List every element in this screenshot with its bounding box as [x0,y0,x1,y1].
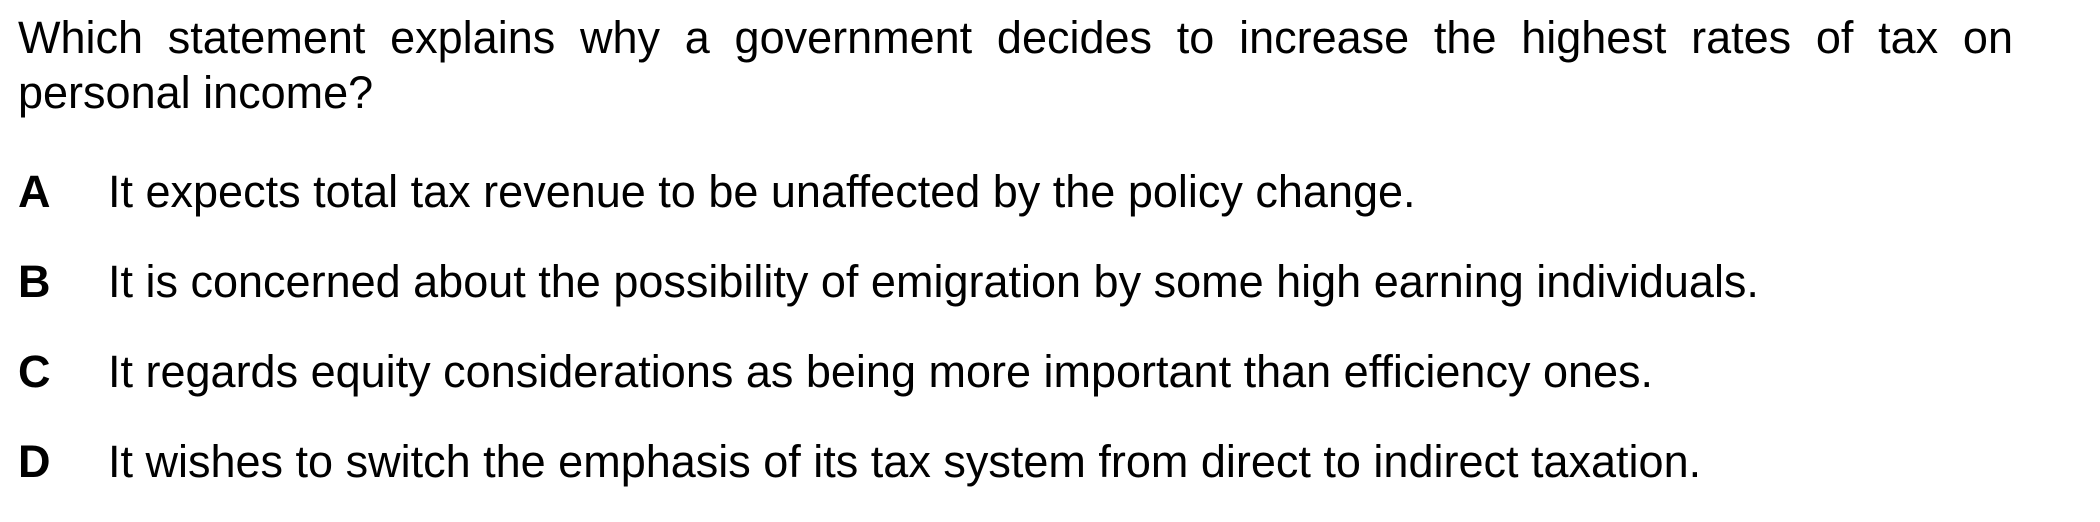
option-b[interactable]: B It is concerned about the possibility … [18,252,2078,342]
option-text: It is concerned about the possibility of… [108,256,1759,307]
option-letter: C [18,346,51,397]
option-text: It regards equity considerations as bein… [108,346,1654,397]
answer-options: A It expects total tax revenue to be una… [18,162,2078,522]
question-text: Which statement explains why a governmen… [18,12,2013,118]
option-d[interactable]: D It wishes to switch the emphasis of it… [18,432,2078,522]
option-text: It expects total tax revenue to be unaff… [108,166,1416,217]
option-letter: A [18,166,51,217]
option-text: It wishes to switch the emphasis of its … [108,436,1702,487]
option-c[interactable]: C It regards equity considerations as be… [18,342,2078,432]
option-a[interactable]: A It expects total tax revenue to be una… [18,162,2078,252]
option-letter: B [18,256,51,307]
option-letter: D [18,436,51,487]
